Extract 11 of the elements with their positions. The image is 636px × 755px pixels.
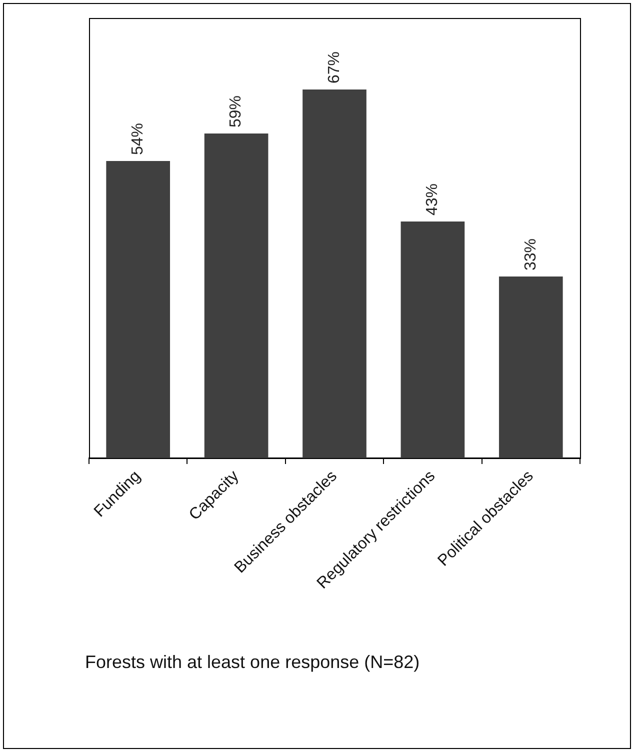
bar [302,90,366,458]
data-label: 59% [228,95,245,128]
bar [400,222,465,458]
data-label: 33% [522,238,540,270]
data-label: 54% [130,122,147,155]
data-label: 43% [424,183,442,216]
bar [204,134,268,458]
text: Forests with at least one response (N=82) [85,652,420,673]
bar [106,161,170,458]
bar [498,276,563,458]
data-label: 67% [326,51,343,84]
